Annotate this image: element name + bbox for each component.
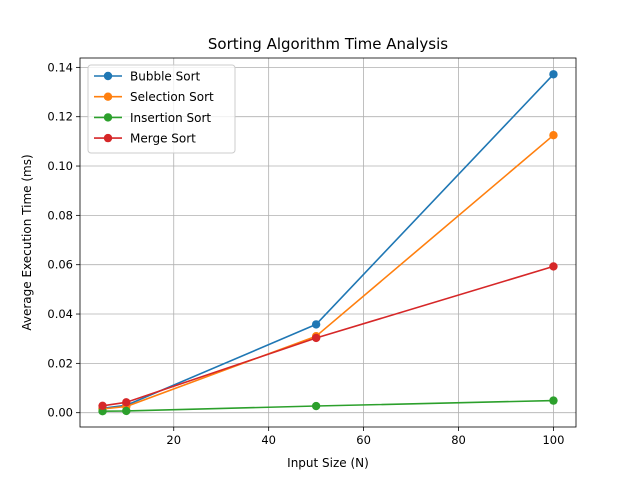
merge-sort-point — [311, 333, 321, 343]
y-tick-label: 0.08 — [47, 208, 73, 222]
x-tick-label: 60 — [356, 433, 371, 447]
y-tick-label: 0.14 — [47, 60, 73, 74]
y-tick-label: 0.10 — [47, 159, 73, 173]
series-layer — [98, 70, 558, 416]
grid — [80, 58, 576, 427]
insertion-sort-point — [122, 406, 131, 416]
x-axis-label: Input Size (N) — [287, 456, 369, 470]
x-tick-label: 80 — [451, 433, 466, 447]
insertion-sort-point — [311, 401, 321, 411]
legend-marker-selection-sort — [103, 92, 113, 101]
plot-frame — [79, 57, 577, 428]
x-tick-label: 100 — [542, 433, 564, 447]
legend-marker-merge-sort — [103, 133, 113, 143]
insertion-sort-point — [549, 396, 558, 405]
ticks: 20 40 60 80 100 0.00 0.02 0.04 0.06 0.08 0.10 0.12 0… — [47, 60, 564, 447]
legend-marker-bubble-sort — [103, 71, 113, 81]
insertion-sort-line — [102, 399, 554, 412]
legend-label-selection-sort: Selection Sort — [130, 90, 214, 104]
y-tick-label: 0.02 — [47, 356, 73, 370]
legend-label-insertion-sort: Insertion Sort — [130, 111, 211, 125]
legend: Bubble Sort Selection Sort Insertion Sort M… — [87, 64, 236, 154]
x-tick-label: 40 — [261, 433, 276, 447]
y-axis-label: Average Execution Time (ms) — [20, 154, 34, 330]
merge-sort-point — [549, 262, 558, 271]
bubble-sort-point — [311, 320, 321, 329]
legend-marker-insertion-sort — [103, 113, 113, 122]
y-tick-label: 0.00 — [47, 406, 73, 420]
legend-label-bubble-sort: Bubble Sort — [130, 70, 200, 84]
legend-label-merge-sort: Merge Sort — [130, 132, 196, 146]
y-tick-label: 0.06 — [47, 258, 73, 272]
x-tick-label: 20 — [166, 433, 181, 447]
selection-sort-line — [102, 134, 555, 410]
merge-sort-point — [122, 398, 131, 407]
chart-title: Sorting Algorithm Time Analysis — [208, 35, 448, 53]
y-tick-label: 0.04 — [47, 307, 73, 321]
selection-sort-point — [549, 131, 558, 140]
bubble-sort-line — [102, 73, 555, 410]
legend-box — [87, 64, 236, 154]
bubble-sort-point — [549, 70, 558, 79]
merge-sort-point — [98, 401, 107, 410]
y-tick-label: 0.12 — [47, 110, 73, 124]
merge-sort-line — [102, 265, 554, 407]
